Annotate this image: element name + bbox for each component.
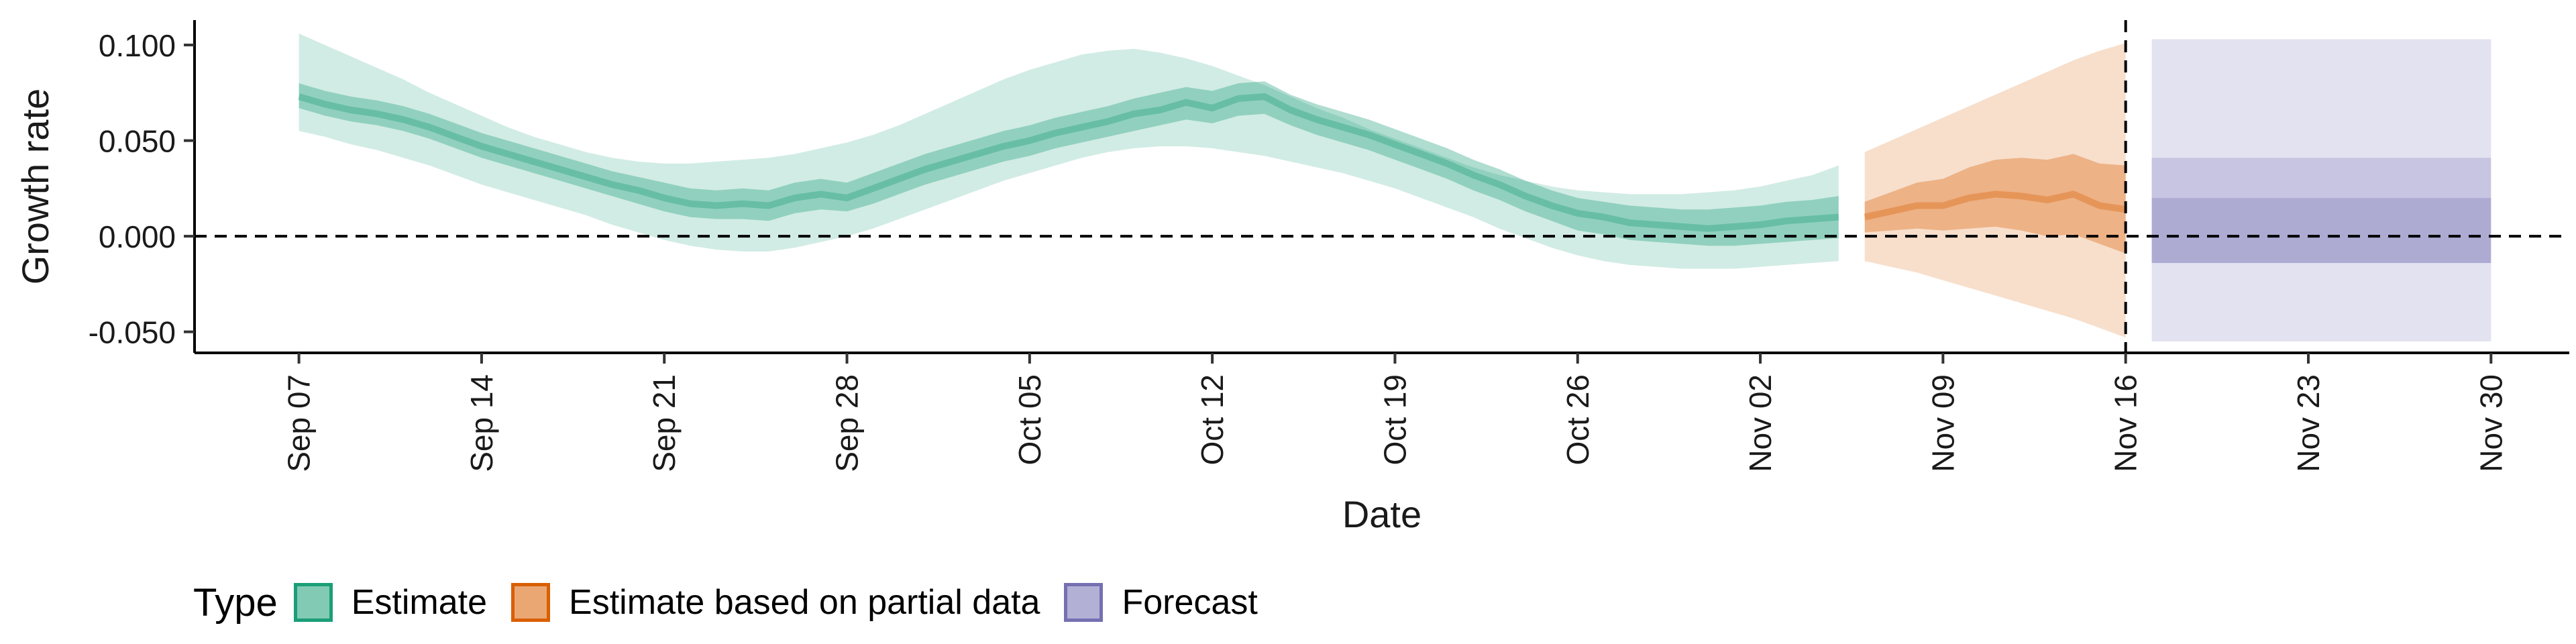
- estimate-median-line: [298, 93, 1839, 232]
- y-axis-label: Growth rate: [14, 89, 56, 285]
- x-axis-ticks: Sep 07 Sep 14 Sep 21 Sep 28 Oct 05 Oct 12 Oct …: [282, 353, 2508, 472]
- estimate-band-90: [299, 34, 1839, 269]
- x-tick-label: Oct 05: [1012, 374, 1047, 466]
- legend-label-estimate: Estimate: [351, 583, 488, 622]
- legend-label-partial: Estimate based on partial data: [569, 583, 1040, 622]
- x-tick-label: Nov 30: [2473, 374, 2508, 472]
- y-tick-label: 0.050: [99, 124, 176, 159]
- estimate-band-50: [299, 81, 1839, 246]
- y-tick-label: 0.000: [99, 219, 176, 254]
- legend-swatch-forecast: [1064, 583, 1104, 622]
- x-axis-label: Date: [1342, 493, 1421, 535]
- forecast-band-30: [2151, 198, 2491, 264]
- bands-layer: [298, 34, 2491, 341]
- y-tick-label: -0.050: [89, 315, 176, 350]
- legend-item-partial: Estimate based on partial data: [511, 582, 1040, 623]
- x-tick-label: Sep 21: [647, 374, 682, 472]
- legend-label-forecast: Forecast: [1122, 583, 1258, 622]
- partial-band-90: [1864, 43, 2126, 338]
- x-tick-label: Oct 12: [1195, 374, 1230, 466]
- y-tick-label: 0.100: [99, 28, 176, 63]
- legend-item-estimate: Estimate: [293, 582, 488, 623]
- x-tick-label: Nov 09: [1925, 374, 1960, 472]
- legend-title: Type: [193, 580, 278, 625]
- x-tick-label: Nov 23: [2291, 374, 2326, 472]
- forecast-band-90: [2151, 39, 2491, 341]
- forecast-band-60: [2151, 158, 2491, 264]
- x-tick-label: Sep 14: [464, 374, 499, 472]
- legend-swatch-partial: [511, 583, 551, 622]
- x-tick-label: Nov 16: [2108, 374, 2143, 472]
- x-tick-label: Nov 02: [1743, 374, 1778, 472]
- x-tick-label: Sep 07: [282, 374, 317, 472]
- y-axis-ticks: 0.100 0.050 0.000 -0.050: [89, 28, 195, 350]
- legend: Type Estimate Estimate based on partial …: [193, 574, 1282, 631]
- legend-item-forecast: Forecast: [1064, 582, 1258, 623]
- x-tick-label: Oct 19: [1377, 374, 1412, 466]
- partial-band-50: [1864, 154, 2126, 254]
- growth-rate-chart: 0.100 0.050 0.000 -0.050 Sep 07 Sep 14 Sep 21…: [14, 20, 2569, 535]
- x-tick-label: Sep 28: [830, 374, 865, 472]
- partial-median-line: [1864, 191, 2127, 221]
- x-tick-label: Oct 26: [1560, 374, 1595, 466]
- legend-swatch-estimate: [293, 583, 333, 622]
